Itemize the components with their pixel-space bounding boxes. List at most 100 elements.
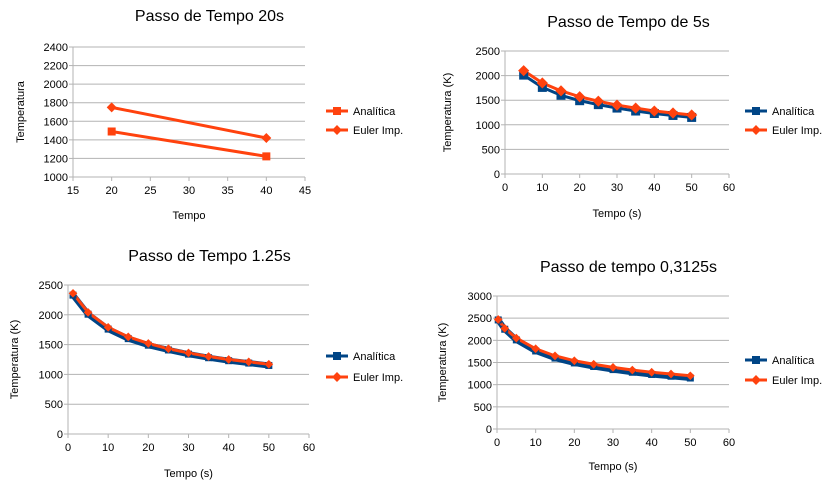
x-axis-label: Tempo (s) xyxy=(593,208,642,220)
x-tick-label: 60 xyxy=(723,182,735,194)
x-tick-label: 20 xyxy=(574,182,586,194)
y-tick-label: 1500 xyxy=(476,95,500,107)
x-tick-label: 40 xyxy=(648,182,660,194)
x-tick-label: 0 xyxy=(65,442,71,454)
data-point-series-2 xyxy=(518,65,530,77)
chart-panel-1: Passo de Tempo 20s 1000 1200 1400 1600 1800 2… xyxy=(0,0,419,243)
data-point-series-2 xyxy=(500,324,510,333)
x-tick-label: 40 xyxy=(223,442,235,454)
x-tick-label: 40 xyxy=(260,185,272,197)
series-line-1 xyxy=(110,130,268,158)
chart-svg: 0 500 1000 1500 2000 2500 0 10 20 30 40 50 60 Tempo (… xyxy=(442,46,822,220)
x-tick-label: 10 xyxy=(530,437,542,449)
data-point-series-2 xyxy=(666,369,676,379)
x-tick-label: 20 xyxy=(142,442,154,454)
data-point-series-2 xyxy=(261,133,272,143)
legend-swatch-marker xyxy=(752,356,760,364)
y-tick-label: 0 xyxy=(57,429,63,441)
y-tick-label: 2500 xyxy=(468,313,492,325)
legend-label: Euler Imp. xyxy=(353,372,403,384)
x-tick-label: 15 xyxy=(67,185,79,197)
data-point-series-2 xyxy=(68,289,78,298)
x-tick-label: 50 xyxy=(686,182,698,194)
series-line-2 xyxy=(110,105,268,140)
y-tick-label: 2200 xyxy=(44,61,68,73)
chart-title: Passo de tempo 0,3125s xyxy=(539,259,717,276)
y-tick-label: 1500 xyxy=(39,340,63,352)
x-tick-label: 35 xyxy=(222,185,234,197)
chart-title: Passo de Tempo 20s xyxy=(134,8,285,25)
chart-panel-2: Passo de Tempo de 5s 0 500 1000 1500 2000 250… xyxy=(419,0,838,243)
legend-swatch-marker xyxy=(332,372,342,382)
x-tick-label: 10 xyxy=(536,182,548,194)
chart-title: Passo de Tempo 1.25s xyxy=(128,248,291,265)
legend-label: Analítica xyxy=(772,106,815,118)
data-point-series-2 xyxy=(555,85,567,97)
chart-svg: 0 500 1000 1500 2000 2500 0 10 20 30 40 50 60 Tempo (… xyxy=(9,280,403,480)
y-tick-label: 2000 xyxy=(476,71,500,83)
y-axis-label: Temperatura (K) xyxy=(437,323,449,402)
y-tick-label: 1000 xyxy=(476,120,500,132)
x-tick-label: 30 xyxy=(611,182,623,194)
x-tick-label: 20 xyxy=(568,437,580,449)
data-point-series-2 xyxy=(630,102,642,114)
legend-swatch-marker xyxy=(752,107,760,115)
legend-label: Euler Imp. xyxy=(772,125,822,137)
y-tick-label: 3000 xyxy=(468,291,492,303)
x-tick-label: 0 xyxy=(502,182,508,194)
data-point-series-2 xyxy=(611,99,623,111)
legend-swatch-marker xyxy=(333,352,341,360)
y-tick-label: 2000 xyxy=(39,310,63,322)
data-point-series-2 xyxy=(123,332,133,342)
y-tick-label: 1600 xyxy=(44,116,68,128)
y-tick-label: 2500 xyxy=(39,280,63,292)
y-tick-label: 2000 xyxy=(468,335,492,347)
chart-svg: 1000 1200 1400 1600 1800 2000 2200 2400 15 20 25 30… xyxy=(15,42,403,222)
x-axis-label: Tempo xyxy=(172,210,205,222)
y-axis-label: Temperatura (K) xyxy=(442,73,454,152)
legend-swatch-marker xyxy=(333,107,341,115)
y-axis-label: Temperatura xyxy=(15,80,27,143)
data-point-series-2 xyxy=(106,102,117,113)
data-point-series-2 xyxy=(224,355,234,364)
x-axis-label: Tempo (s) xyxy=(589,461,638,473)
series-line-1 xyxy=(522,73,694,119)
y-tick-label: 1000 xyxy=(468,380,492,392)
legend-swatch-marker xyxy=(751,375,761,385)
chart-title: Passo de Tempo de 5s xyxy=(547,14,710,31)
x-tick-label: 25 xyxy=(144,185,156,197)
x-tick-label: 30 xyxy=(607,437,619,449)
data-point-series-2 xyxy=(667,107,679,119)
data-point-series-2 xyxy=(264,359,274,369)
y-tick-label: 500 xyxy=(474,402,492,414)
legend-swatch-marker xyxy=(332,125,342,135)
y-tick-label: 1000 xyxy=(44,172,68,184)
data-point-series-1 xyxy=(262,152,271,161)
y-tick-label: 2500 xyxy=(476,46,500,58)
y-tick-label: 0 xyxy=(494,169,500,181)
chart-panel-4: Passo de tempo 0,3125s 0 500 1000 1500 2000 2… xyxy=(419,243,838,486)
series-line-2 xyxy=(71,291,271,366)
data-point-series-2 xyxy=(686,109,698,121)
x-tick-label: 60 xyxy=(723,437,735,449)
x-tick-label: 10 xyxy=(102,442,114,454)
x-tick-label: 20 xyxy=(106,185,118,197)
chart-svg: 0 500 1000 1500 2000 2500 3000 0 10 20 30 40 50 60 Tem… xyxy=(437,291,822,473)
data-point-series-2 xyxy=(648,105,660,117)
data-point-series-1 xyxy=(107,127,116,136)
data-point-series-2 xyxy=(592,95,604,107)
y-tick-label: 1500 xyxy=(468,358,492,370)
y-tick-label: 1000 xyxy=(39,369,63,381)
legend-label: Euler Imp. xyxy=(353,125,403,137)
chart-panel-3: Passo de Tempo 1.25s 0 500 1000 1500 2000 250… xyxy=(0,243,419,486)
y-tick-label: 1800 xyxy=(44,98,68,110)
data-point-series-2 xyxy=(574,91,586,103)
series-line-1 xyxy=(70,292,272,369)
y-tick-label: 2000 xyxy=(44,79,68,91)
x-axis-label: Tempo (s) xyxy=(164,468,213,480)
legend-swatch-marker xyxy=(751,125,761,135)
y-tick-label: 1400 xyxy=(44,135,68,147)
y-tick-label: 500 xyxy=(45,399,63,411)
x-tick-label: 50 xyxy=(684,437,696,449)
legend-label: Euler Imp. xyxy=(772,375,822,387)
